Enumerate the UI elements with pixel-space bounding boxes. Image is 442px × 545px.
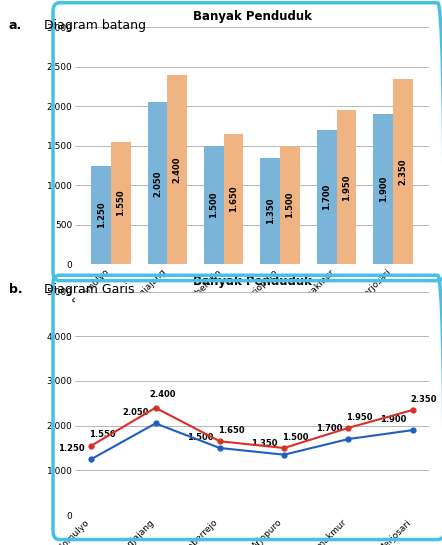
Bar [280, 146, 300, 264]
Text: Diagram batang: Diagram batang [44, 19, 146, 32]
Text: 1.900: 1.900 [378, 176, 388, 202]
Title: Banyak Penduduk: Banyak Penduduk [193, 10, 311, 23]
Text: 1.950: 1.950 [346, 413, 373, 421]
Bar [317, 130, 336, 264]
Text: 1.900: 1.900 [380, 415, 406, 424]
Text: 2.400: 2.400 [173, 156, 182, 183]
Text: 1.650: 1.650 [217, 426, 244, 435]
Text: a.: a. [9, 19, 22, 32]
Text: 1.550: 1.550 [89, 431, 116, 439]
Text: 2.350: 2.350 [398, 158, 407, 185]
Bar [204, 146, 224, 264]
Text: 1.950: 1.950 [342, 174, 351, 201]
Bar [260, 158, 280, 264]
Legend: Laki-laki, Perempuan: Laki-laki, Perempuan [177, 332, 327, 349]
Bar [393, 78, 413, 264]
Text: 1.350: 1.350 [266, 198, 275, 224]
Text: 1.550: 1.550 [116, 190, 126, 216]
Text: 2.350: 2.350 [411, 395, 437, 404]
Bar [224, 134, 244, 264]
Text: 1.250: 1.250 [58, 444, 85, 453]
Text: 2.050: 2.050 [153, 170, 162, 197]
Text: b.: b. [9, 283, 23, 296]
Text: 1.250: 1.250 [97, 202, 106, 228]
Bar [148, 102, 168, 264]
Bar [111, 142, 131, 264]
Bar [168, 75, 187, 264]
Title: Banyak Penduduk: Banyak Penduduk [193, 275, 311, 288]
Text: 1.350: 1.350 [251, 439, 278, 449]
Text: 1.500: 1.500 [282, 433, 309, 441]
Text: 1.500: 1.500 [187, 433, 213, 441]
Bar [336, 110, 356, 264]
Text: 1.700: 1.700 [322, 184, 331, 210]
Text: 2.400: 2.400 [149, 390, 176, 398]
Text: Diagram Garis: Diagram Garis [44, 283, 135, 296]
Bar [91, 166, 111, 264]
Text: 1.700: 1.700 [316, 423, 342, 433]
Text: 2.050: 2.050 [123, 408, 149, 417]
Text: 1.500: 1.500 [210, 192, 218, 219]
Text: 1.650: 1.650 [229, 186, 238, 213]
Bar [373, 114, 393, 264]
Text: 1.500: 1.500 [286, 192, 294, 219]
